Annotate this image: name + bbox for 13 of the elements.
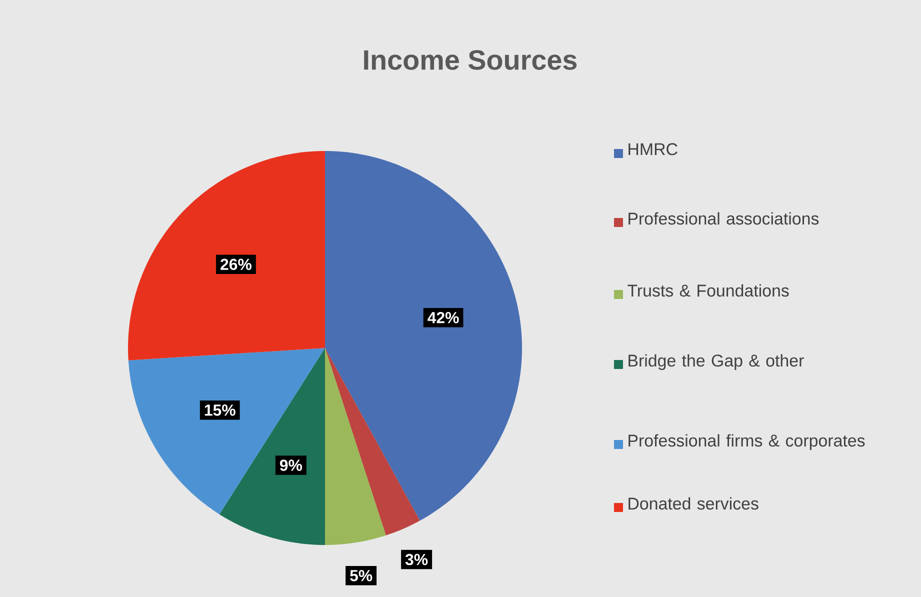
legend-label: Professional associations [628, 212, 819, 225]
data-label: 3% [405, 554, 428, 566]
legend-label: Trusts & Foundations [628, 284, 789, 297]
legend-label: Professional firms & corporates [628, 434, 865, 450]
chart-title: Income Sources [364, 50, 577, 70]
legend-label: HMRC [628, 143, 678, 156]
legend-label: Bridge the Gap & other [628, 354, 804, 370]
data-label: 5% [350, 570, 372, 582]
data-label: 15% [204, 404, 236, 416]
data-label: 42% [428, 312, 459, 324]
data-label: 26% [220, 258, 252, 270]
legend-label: Donated services [628, 497, 758, 510]
data-label: 9% [280, 460, 302, 471]
